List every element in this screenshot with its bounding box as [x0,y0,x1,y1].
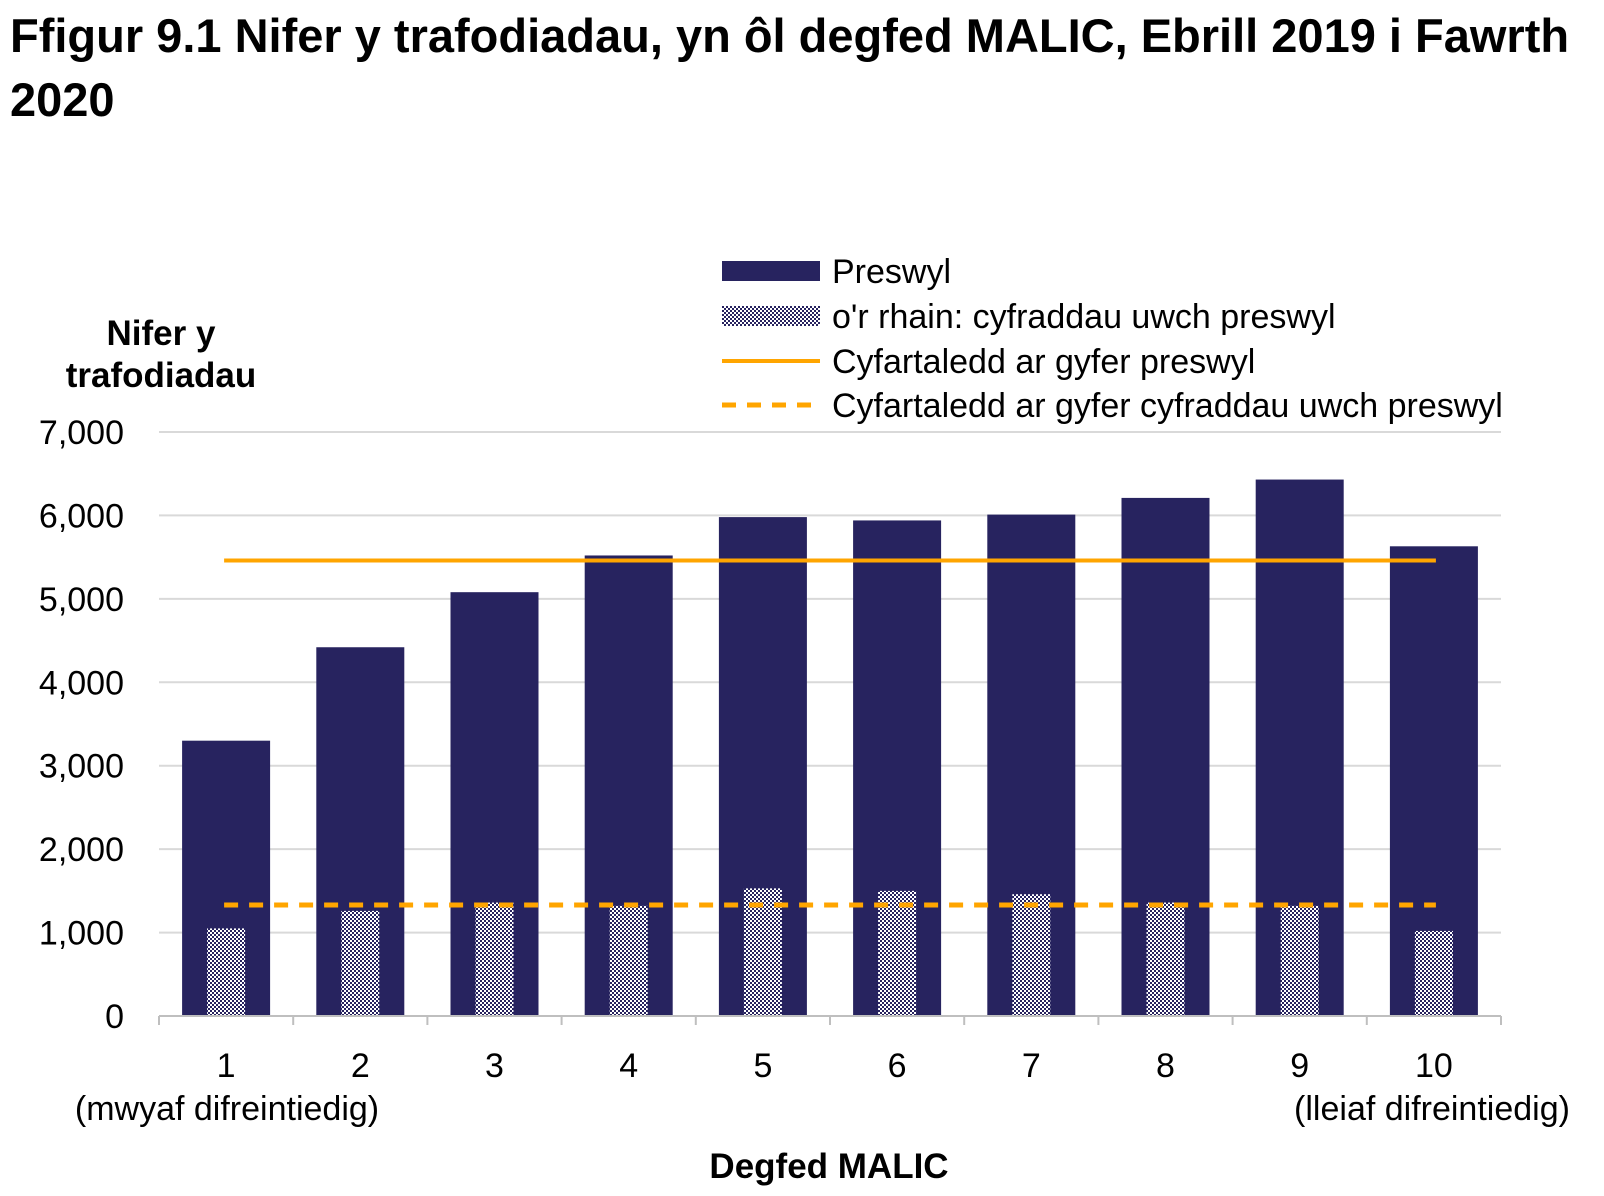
bar-cyfraddau-uwch [1414,930,1453,1016]
x-tick-label: 8 [1156,1047,1175,1085]
legend-label: Cyfartaledd ar gyfer preswyl [832,343,1255,381]
x-tick-label: 3 [485,1047,504,1085]
x-tick-label: 1 [217,1047,236,1085]
x-tick-label: 4 [619,1047,638,1085]
x-tick-label: 2 [351,1047,370,1085]
bar-cyfraddau-uwch [475,902,514,1016]
bar-cyfraddau-uwch [743,888,782,1016]
y-axis-title-line1: Nifer y [107,314,216,353]
x-tick-label: 7 [1022,1047,1041,1085]
chart-title: Ffigur 9.1 Nifer y trafodiadau, yn ôl de… [10,9,1570,126]
legend-label: Cyfartaledd ar gyfer cyfraddau uwch pres… [832,387,1503,425]
legend-swatch-cyfraddau-uwch [722,306,820,326]
bar-cyfraddau-uwch [878,890,917,1016]
y-tick-label: 0 [105,998,124,1036]
legend-label: Preswyl [832,253,951,291]
x-axis-title: Degfed MALIC [709,1147,948,1186]
y-tick-label: 3,000 [39,748,124,786]
x-tick-label: 10 [1415,1047,1453,1085]
bar-cyfraddau-uwch [1146,902,1185,1016]
y-tick-label: 2,000 [39,831,124,869]
y-tick-label: 1,000 [39,915,124,953]
bar-cyfraddau-uwch [1012,894,1051,1016]
bar-cyfraddau-uwch [207,928,246,1016]
y-tick-label: 5,000 [39,581,124,619]
y-axis-title-line2: trafodiadau [66,356,257,395]
x-tick-label: 9 [1290,1047,1309,1085]
legend-label: o'r rhain: cyfraddau uwch preswyl [832,298,1336,336]
x-sublabel-first: (mwyaf difreintiedig) [75,1090,379,1128]
legend-swatch-preswyl [722,261,820,281]
x-tick-label: 6 [888,1047,907,1085]
y-tick-label: 4,000 [39,664,124,702]
x-sublabel-last: (lleiaf difreintiedig) [1294,1090,1570,1128]
y-tick-label: 7,000 [39,414,124,452]
bar-cyfraddau-uwch [609,905,648,1016]
y-tick-label: 6,000 [39,497,124,535]
x-tick-label: 5 [753,1047,772,1085]
bar-cyfraddau-uwch [1280,905,1319,1016]
bar-cyfraddau-uwch [341,910,380,1016]
